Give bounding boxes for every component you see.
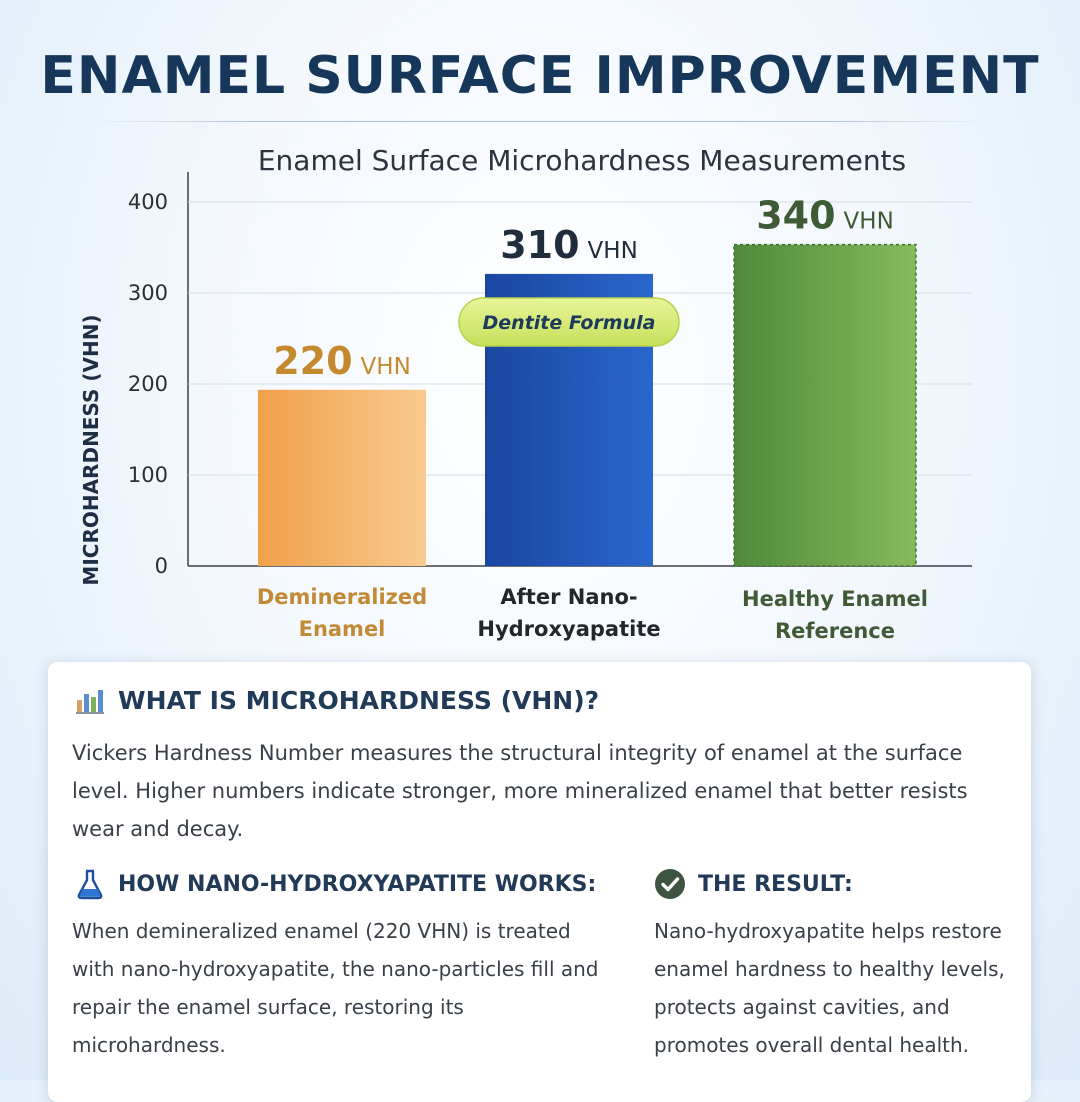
bar-value-label: 340 VHN xyxy=(756,194,894,238)
what-heading-label: WHAT IS MICROHARDNESS (VHN)? xyxy=(118,685,600,715)
how-heading: HOW NANO-HYDROXYAPATITE WORKS: xyxy=(74,868,596,900)
check-circle-icon xyxy=(654,868,686,900)
what-heading: WHAT IS MICROHARDNESS (VHN)? xyxy=(74,684,599,716)
flask-icon xyxy=(74,868,106,900)
title-divider xyxy=(90,121,990,122)
x-category-label: Reference xyxy=(775,619,895,643)
x-category-label: Hydroxyapatite xyxy=(477,617,660,641)
y-tick-label: 100 xyxy=(128,463,168,487)
y-tick-label: 200 xyxy=(128,372,168,396)
result-heading-label: THE RESULT: xyxy=(698,871,853,897)
result-text: Nano-hydroxyapatite helps restore enamel… xyxy=(654,919,1005,1057)
microhardness-chart: 0 100 200 300 400 MICROHARDNESS (VHN) 220 VHN De… xyxy=(79,172,972,643)
info-card: WHAT IS MICROHARDNESS (VHN)? Vickers Har… xyxy=(48,662,1031,1102)
x-category-label: Demineralized xyxy=(257,585,427,609)
chart-title: Enamel Surface Microhardness Measurement… xyxy=(257,144,907,177)
what-text: Vickers Hardness Number measures the str… xyxy=(72,741,968,841)
annotation-badge: Dentite Formula xyxy=(458,297,680,347)
x-category-label: Healthy Enamel xyxy=(742,587,928,611)
result-heading: THE RESULT: xyxy=(654,868,853,900)
bar xyxy=(733,243,917,567)
bar-value-label: 220 VHN xyxy=(273,339,411,383)
annotation-badge-shape xyxy=(458,297,680,347)
how-heading-label: HOW NANO-HYDROXYAPATITE WORKS: xyxy=(118,871,597,897)
bar-value-label: 310 VHN xyxy=(500,223,638,267)
y-tick-label: 400 xyxy=(128,190,168,214)
bar-chart-icon xyxy=(74,684,106,716)
y-tick-label: 300 xyxy=(128,281,168,305)
how-text: When demineralized enamel (220 VHN) is t… xyxy=(72,919,599,1057)
annotation-badge-label: Dentite Formula xyxy=(483,312,656,334)
x-category-label: Enamel xyxy=(299,617,386,641)
x-category-label: After Nano- xyxy=(500,585,637,609)
page-title: ENAMEL SURFACE IMPROVEMENT xyxy=(40,46,1040,106)
y-axis-label: MICROHARDNESS (VHN) xyxy=(79,314,103,585)
bar xyxy=(258,389,426,566)
y-tick-label: 0 xyxy=(155,554,168,578)
